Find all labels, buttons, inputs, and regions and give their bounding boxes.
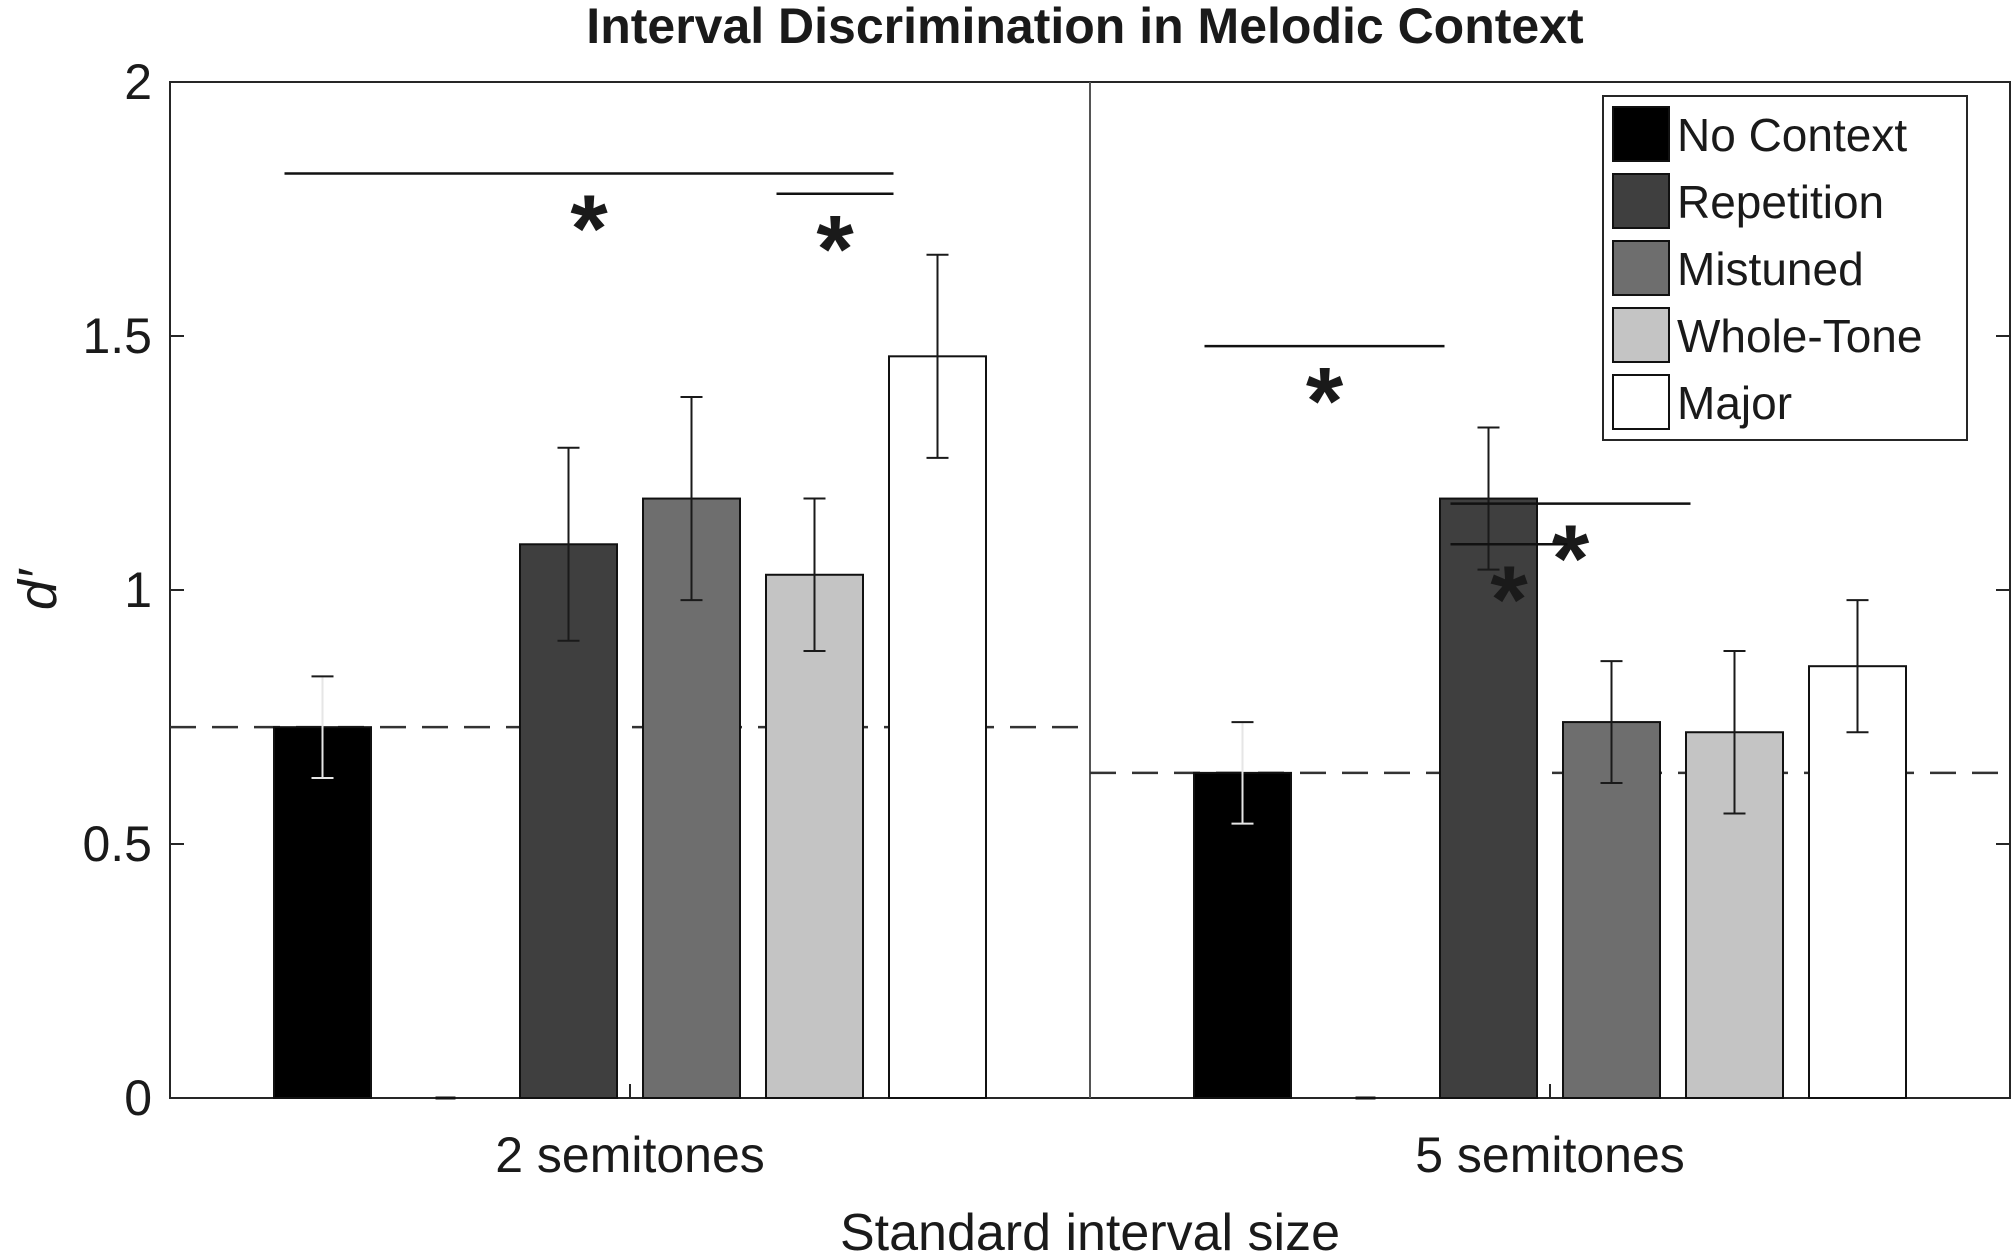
significance-star: *: [570, 175, 608, 282]
significance-star: *: [1306, 348, 1344, 455]
x-axis-label: Standard interval size: [840, 1204, 1340, 1258]
bar-repetition: [1439, 497, 1538, 1099]
y-tick-label: 0: [124, 1070, 152, 1126]
legend: No Context Repetition Mistuned Whole-Tone Ma…: [1602, 95, 1968, 441]
bar-major: [888, 355, 987, 1099]
significance-star: *: [1552, 506, 1590, 613]
y-axis-label: d′: [8, 568, 68, 610]
legend-swatch: [1612, 374, 1670, 430]
error-bar: [803, 497, 826, 652]
bar-whole-tone: [765, 573, 864, 1099]
legend-label: Mistuned: [1677, 243, 1864, 295]
error-bar: [311, 675, 334, 779]
error-bar: [557, 446, 580, 642]
legend-swatch: [1612, 240, 1670, 296]
error-bar: [680, 395, 703, 602]
significance-markers: * ****: [284, 172, 1691, 653]
bar-major: [1808, 665, 1907, 1099]
error-bar: [926, 253, 949, 459]
bar-no-context: [1193, 771, 1292, 1099]
chart-title: Interval Discrimination in Melodic Conte…: [586, 0, 1584, 54]
bar-mistuned: [1562, 721, 1661, 1100]
significance-star: *: [1490, 546, 1528, 653]
x-category-label: 5 semitones: [1415, 1127, 1685, 1183]
error-bar: [1231, 721, 1254, 825]
legend-swatch: [1612, 307, 1670, 363]
y-tick-label: 1: [124, 562, 152, 618]
legend-label: Repetition: [1677, 176, 1884, 228]
x-category-labels: 2 semitones 5 semitones: [495, 1084, 1685, 1183]
legend-label: No Context: [1677, 109, 1907, 161]
y-tick-label: 2: [124, 54, 152, 110]
error-bar: [1723, 649, 1746, 815]
legend-swatch: [1612, 106, 1670, 162]
error-bar: [1477, 426, 1500, 571]
legend-swatch: [1612, 173, 1670, 229]
x-category-label: 2 semitones: [495, 1127, 765, 1183]
error-bar: [1846, 599, 1869, 734]
y-tick-label: 1.5: [82, 308, 152, 364]
error-bar: [1600, 660, 1623, 785]
error-bars: [311, 253, 1869, 825]
y-axis: 0 0.5 1 1.5 2: [82, 54, 2010, 1126]
y-tick-label: 0.5: [82, 816, 152, 872]
legend-label: Major: [1677, 377, 1792, 429]
bar-no-context: [273, 726, 372, 1099]
legend-label: Whole-Tone: [1677, 310, 1922, 362]
significance-star: *: [816, 196, 854, 303]
